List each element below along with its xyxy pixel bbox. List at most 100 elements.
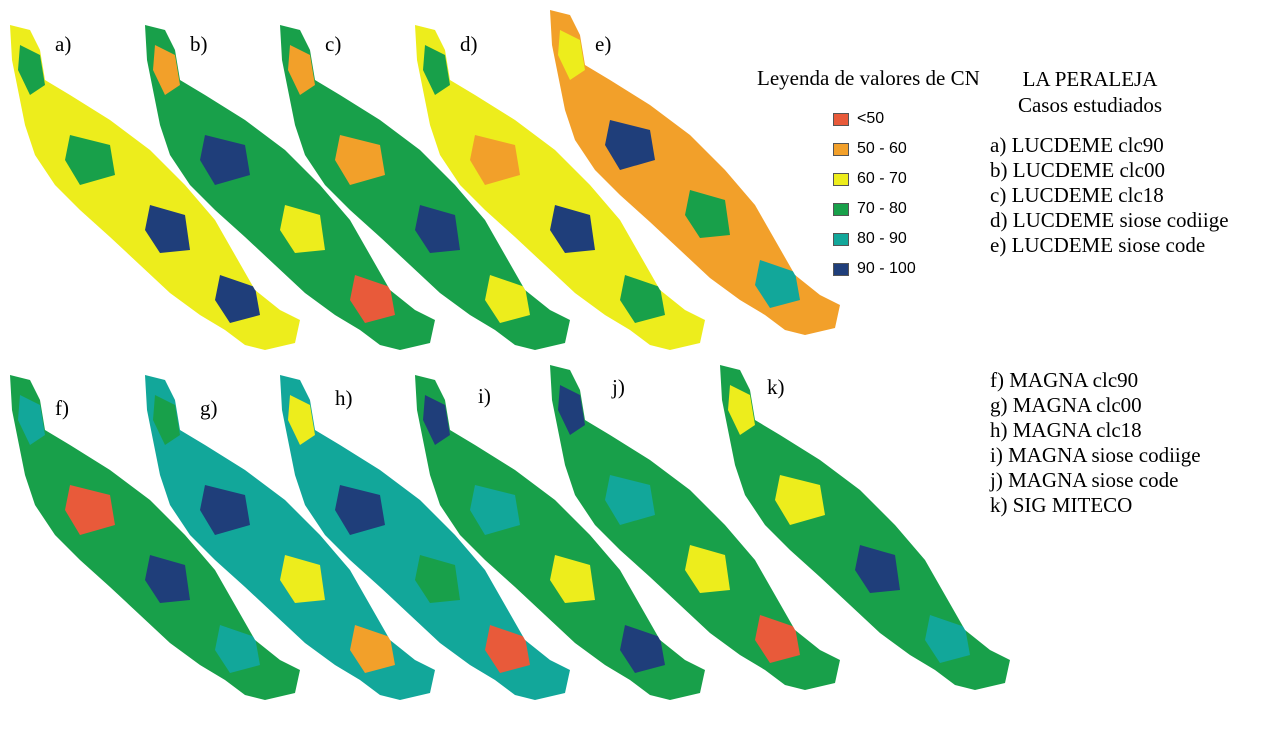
legend-label: <50 <box>857 110 885 127</box>
map-panel-a <box>10 25 300 350</box>
case-item: k) SIG MITECO <box>990 493 1133 517</box>
land-cover-patch <box>470 485 520 535</box>
land-cover-patch <box>550 205 595 253</box>
watershed-outline <box>10 25 300 350</box>
land-cover-patch <box>18 395 45 445</box>
legend-item: 50 - 60 <box>833 138 907 160</box>
legend-label: 70 - 80 <box>857 200 907 217</box>
land-cover-patch <box>485 275 530 323</box>
land-cover-patch <box>620 275 665 323</box>
land-cover-patch <box>200 135 250 185</box>
land-cover-patch <box>775 475 825 525</box>
land-cover-patch <box>335 135 385 185</box>
land-cover-patch <box>145 555 190 603</box>
land-cover-patch <box>755 615 800 663</box>
land-cover-patch <box>925 615 970 663</box>
land-cover-patch <box>280 205 325 253</box>
watershed-outline <box>10 375 300 700</box>
map-panel-c <box>280 25 570 350</box>
land-cover-patch <box>423 395 450 445</box>
panel-label: h) <box>335 386 353 410</box>
panel-label: f) <box>55 396 69 420</box>
land-cover-patch <box>423 45 450 95</box>
legend-item: 70 - 80 <box>833 198 907 220</box>
map-panel-h <box>280 375 570 700</box>
legend-item: <50 <box>833 108 884 130</box>
case-list-magna: f) MAGNA clc90 g) MAGNA clc00 h) MAGNA c… <box>990 368 1201 518</box>
map-panel-f <box>10 375 300 700</box>
map-panel-d <box>415 25 705 350</box>
case-item: h) MAGNA clc18 <box>990 418 1142 442</box>
land-cover-patch <box>605 475 655 525</box>
case-item: a) LUCDEME clc90 <box>990 133 1164 157</box>
cases-subtitle: Casos estudiados <box>1017 93 1163 117</box>
legend-item: 80 - 90 <box>833 228 907 250</box>
watershed-outline <box>145 375 435 700</box>
case-item: f) MAGNA clc90 <box>990 368 1139 392</box>
map-panel-j <box>550 365 840 690</box>
land-cover-patch <box>350 275 395 323</box>
panel-label: i) <box>478 384 491 408</box>
watershed-outline <box>720 365 1010 690</box>
land-cover-patch <box>415 205 460 253</box>
legend-item: 60 - 70 <box>833 168 907 190</box>
legend-label: 90 - 100 <box>857 260 916 277</box>
land-cover-patch <box>550 555 595 603</box>
watershed-outline <box>280 375 570 700</box>
case-item: j) MAGNA siose code <box>990 468 1179 492</box>
panel-label: d) <box>460 32 478 56</box>
case-item: g) MAGNA clc00 <box>990 393 1142 417</box>
land-cover-patch <box>65 485 115 535</box>
case-list-lucdeme: a) LUCDEME clc90 b) LUCDEME clc00 c) LUC… <box>990 133 1229 258</box>
land-cover-patch <box>350 625 395 673</box>
map-panel-k <box>720 365 1010 690</box>
legend-label: 60 - 70 <box>857 170 907 187</box>
land-cover-patch <box>485 625 530 673</box>
land-cover-patch <box>153 395 180 445</box>
map-panel-e <box>550 10 840 335</box>
legend-swatch <box>833 202 849 216</box>
case-item: e) LUCDEME siose code <box>990 233 1206 257</box>
land-cover-patch <box>153 45 180 95</box>
site-title: LA PERALEJA <box>1022 67 1158 91</box>
watershed-outline <box>550 365 840 690</box>
panel-label: b) <box>190 32 208 56</box>
panel-label: g) <box>200 396 218 420</box>
land-cover-patch <box>728 385 755 435</box>
watershed-outline <box>280 25 570 350</box>
land-cover-patch <box>145 205 190 253</box>
panel-label: k) <box>767 375 785 399</box>
legend-label: 80 - 90 <box>857 230 907 247</box>
land-cover-patch <box>280 555 325 603</box>
panel-label: c) <box>325 32 342 56</box>
case-item: d) LUCDEME siose codiige <box>990 208 1229 232</box>
panel-label: a) <box>55 32 72 56</box>
land-cover-patch <box>288 45 315 95</box>
land-cover-patch <box>620 625 665 673</box>
land-cover-patch <box>470 135 520 185</box>
land-cover-patch <box>215 625 260 673</box>
land-cover-patch <box>288 395 315 445</box>
land-cover-patch <box>605 120 655 170</box>
watershed-outline <box>550 10 840 335</box>
legend-swatch <box>833 172 849 186</box>
case-item: b) LUCDEME clc00 <box>990 158 1165 182</box>
legend-swatch <box>833 232 849 246</box>
map-panel-i <box>415 375 705 700</box>
land-cover-patch <box>558 30 585 80</box>
case-item: c) LUCDEME clc18 <box>990 183 1164 207</box>
land-cover-patch <box>335 485 385 535</box>
watershed-outline <box>415 375 705 700</box>
legend-item: 90 - 100 <box>833 258 916 280</box>
map-panel-g <box>145 375 435 700</box>
watershed-outline <box>415 25 705 350</box>
legend-swatch <box>833 112 849 126</box>
land-cover-patch <box>685 190 730 238</box>
land-cover-patch <box>18 45 45 95</box>
land-cover-patch <box>855 545 900 593</box>
watershed-outline <box>145 25 435 350</box>
land-cover-patch <box>65 135 115 185</box>
legend-label: 50 - 60 <box>857 140 907 157</box>
land-cover-patch <box>415 555 460 603</box>
